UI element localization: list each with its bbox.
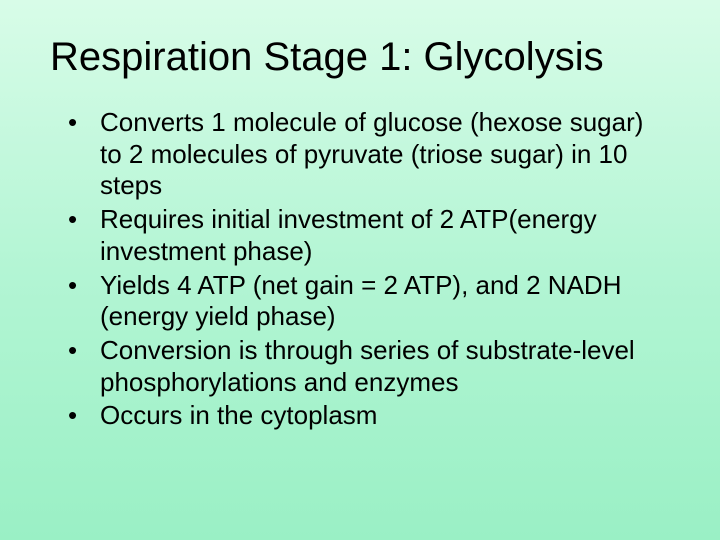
bullet-item: Converts 1 molecule of glucose (hexose s… xyxy=(68,107,670,202)
bullet-item: Conversion is through series of substrat… xyxy=(68,335,670,398)
bullet-list: Converts 1 molecule of glucose (hexose s… xyxy=(50,107,670,432)
slide-title: Respiration Stage 1: Glycolysis xyxy=(50,35,670,79)
bullet-item: Occurs in the cytoplasm xyxy=(68,400,670,432)
slide-container: Respiration Stage 1: Glycolysis Converts… xyxy=(0,0,720,540)
bullet-item: Requires initial investment of 2 ATP(ene… xyxy=(68,204,670,267)
bullet-item: Yields 4 ATP (net gain = 2 ATP), and 2 N… xyxy=(68,270,670,333)
